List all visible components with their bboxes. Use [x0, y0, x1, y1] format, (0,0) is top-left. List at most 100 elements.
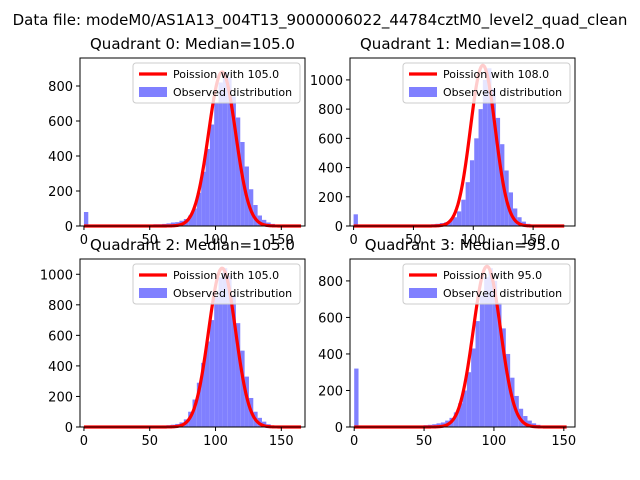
- y-tick-label: 0: [335, 220, 343, 235]
- histogram-bar: [214, 103, 219, 226]
- histogram-bar: [253, 205, 258, 226]
- x-tick-label: 150: [269, 233, 294, 248]
- legend: Poission with 105.0 Observed distribution: [132, 263, 301, 305]
- legend: Poission with 108.0 Observed distribution: [402, 62, 571, 104]
- legend-label: Observed distribution: [443, 86, 562, 99]
- y-tick-label: 600: [48, 329, 73, 344]
- x-tick-label: 100: [461, 233, 486, 248]
- histogram-bar: [83, 212, 89, 226]
- histogram-bar: [523, 416, 528, 427]
- histogram-bar: [205, 341, 210, 427]
- y-tick-label: 400: [48, 150, 73, 165]
- x-tick-label: 100: [482, 434, 507, 449]
- histogram-bar: [218, 82, 223, 226]
- legend: Poission with 95.0 Observed distribution: [402, 263, 571, 305]
- histogram-bar: [505, 353, 511, 427]
- x-tick-label: 100: [203, 434, 228, 449]
- y-tick-label: 0: [335, 421, 343, 436]
- histogram-bar: [469, 160, 475, 226]
- legend-label: Observed distribution: [173, 287, 292, 300]
- y-tick-label: 200: [48, 185, 73, 200]
- legend-box: [132, 263, 301, 305]
- histogram-bar: [484, 277, 489, 427]
- axes-frame: [349, 258, 576, 428]
- histogram-bar: [479, 295, 485, 427]
- histogram-bar: [478, 109, 483, 226]
- y-tick-label: 800: [48, 299, 73, 314]
- x-tick-label: 50: [416, 434, 433, 449]
- histogram-bar: [354, 368, 359, 427]
- histogram-bar: [201, 362, 206, 427]
- panel-title: Quadrant 3: Median=95.0: [365, 236, 560, 254]
- histogram-bar: [235, 323, 241, 427]
- subplots: 0 50 100 150 0 200 400 600 800 Quadrant 0: Median…: [40, 35, 576, 449]
- x-tick-label: 0: [350, 434, 358, 449]
- histogram-bar: [488, 268, 493, 427]
- histogram-bar: [462, 390, 467, 427]
- histogram-bar: [205, 149, 210, 226]
- histogram-bar: [231, 96, 236, 226]
- histogram-bar: [497, 302, 502, 427]
- legend-label: Poission with 105.0: [173, 68, 279, 81]
- legend-bar-swatch: [409, 87, 437, 97]
- legend: Poission with 105.0 Observed distribution: [132, 62, 301, 104]
- y-tick-label: 0: [65, 421, 73, 436]
- histogram-bar: [474, 138, 479, 226]
- x-tick-label: 0: [349, 233, 357, 248]
- y-tick-label: 200: [48, 390, 73, 405]
- histogram-bar: [231, 295, 236, 427]
- y-tick-label: 600: [318, 132, 343, 147]
- subplot-3: 0 50 100 150 0 200 400 600 800 Quadrant 3: Median…: [318, 236, 576, 449]
- histogram-bar: [517, 217, 522, 226]
- y-tick-label: 400: [318, 348, 343, 363]
- histogram-bar: [353, 214, 358, 226]
- histogram-bar: [527, 420, 532, 427]
- histogram-bar: [209, 124, 215, 226]
- x-tick-label: 150: [521, 233, 546, 248]
- legend-box: [132, 62, 301, 104]
- legend-bar-swatch: [139, 87, 167, 97]
- histogram-bar: [214, 297, 219, 427]
- panel-title: Quadrant 0: Median=105.0: [90, 35, 295, 53]
- y-tick-label: 800: [48, 80, 73, 95]
- histogram-bar: [201, 171, 206, 226]
- x-tick-label: 50: [405, 233, 422, 248]
- x-tick-label: 0: [80, 434, 88, 449]
- legend-box: [402, 62, 571, 104]
- y-tick-label: 1000: [310, 74, 343, 89]
- histogram-bar: [227, 275, 232, 427]
- histogram-bar: [482, 79, 488, 226]
- histogram-bar: [453, 412, 459, 427]
- histogram-bar: [466, 372, 472, 427]
- histogram-bar: [452, 217, 457, 226]
- histogram-bar: [491, 88, 496, 227]
- y-tick-label: 800: [318, 103, 343, 118]
- x-tick-label: 100: [203, 233, 228, 248]
- x-tick-label: 150: [551, 434, 576, 449]
- panel-title: Quadrant 2: Median=105.0: [90, 236, 295, 254]
- axes-frame: [349, 57, 576, 227]
- y-tick-label: 200: [318, 191, 343, 206]
- y-tick-label: 400: [48, 360, 73, 375]
- histogram-bar: [188, 215, 193, 226]
- y-tick-label: 400: [318, 162, 343, 177]
- histogram-bar: [513, 208, 518, 226]
- x-tick-label: 50: [141, 233, 158, 248]
- y-tick-label: 0: [65, 220, 73, 235]
- x-tick-label: 50: [141, 434, 158, 449]
- histogram-bar: [465, 182, 470, 226]
- histogram-bar: [192, 208, 197, 226]
- histogram-bar: [196, 382, 202, 427]
- x-tick-label: 150: [269, 434, 294, 449]
- legend-label: Observed distribution: [173, 86, 292, 99]
- histogram-bar: [495, 117, 501, 226]
- figure-suptitle: Data file: modeM0/AS1A13_004T13_90000060…: [13, 11, 628, 30]
- histogram-bar: [492, 280, 498, 427]
- histogram-bar: [235, 117, 241, 226]
- histogram-bar: [240, 350, 245, 427]
- legend-bar-swatch: [139, 288, 167, 298]
- histogram-bar: [192, 399, 197, 427]
- histogram-bar: [222, 268, 228, 427]
- histogram-bar: [471, 348, 476, 427]
